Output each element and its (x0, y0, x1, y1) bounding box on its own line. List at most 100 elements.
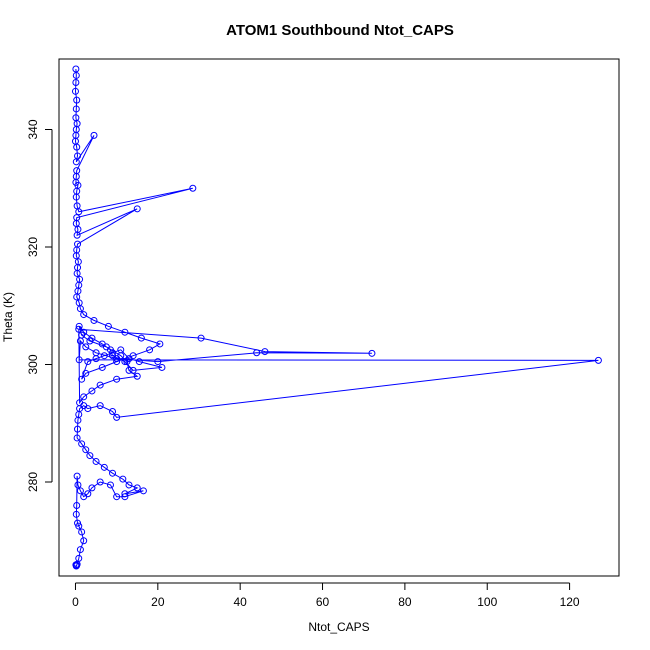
data-point (197, 334, 205, 342)
data-point (113, 413, 121, 421)
series-line (74, 68, 599, 568)
data-point (72, 561, 80, 569)
data-point (84, 358, 92, 366)
data-point (96, 478, 104, 486)
data-point (73, 293, 81, 301)
data-point (74, 416, 82, 424)
data-point (92, 349, 100, 357)
data-point (73, 472, 81, 480)
data-point (73, 502, 81, 509)
data-point (72, 193, 80, 201)
data-point (109, 469, 117, 477)
data-point (73, 143, 81, 151)
data-point (92, 457, 100, 465)
x-tick-label: 0 (72, 595, 79, 609)
x-tick-label: 120 (560, 595, 580, 609)
data-point (74, 481, 82, 489)
data-point (135, 358, 143, 366)
data-point (82, 369, 90, 377)
data-point (73, 434, 81, 442)
data-point (121, 490, 129, 498)
data-point (189, 184, 197, 192)
data-point (73, 269, 81, 277)
data-point (75, 356, 83, 364)
data-point (261, 348, 269, 356)
data-point (100, 463, 108, 471)
data-point (86, 452, 94, 460)
data-point (100, 352, 108, 360)
data-point (71, 87, 79, 95)
data-point (76, 337, 84, 345)
data-point (129, 366, 137, 374)
plot-frame (58, 58, 620, 577)
data-point (125, 481, 133, 489)
data-point (121, 328, 129, 336)
chart-title: ATOM1 Southbound Ntot_CAPS (226, 22, 454, 39)
data-point (158, 363, 166, 371)
data-point (139, 487, 147, 495)
data-point (104, 322, 112, 330)
data-point (123, 358, 131, 366)
data-point (74, 425, 82, 433)
data-point (113, 375, 121, 383)
x-tick-label: 100 (477, 595, 497, 609)
data-point (133, 205, 141, 213)
data-point (78, 528, 86, 536)
data-point (137, 334, 145, 342)
y-axis-label: Theta (K) (1, 292, 15, 342)
data-point (96, 402, 104, 410)
data-point (78, 375, 86, 383)
data-point (119, 475, 127, 483)
x-tick-label: 40 (233, 595, 247, 609)
data-point (86, 337, 94, 345)
data-point (72, 510, 80, 518)
data-point (90, 131, 98, 139)
y-tick-label: 320 (26, 237, 40, 257)
data-point (80, 393, 88, 401)
data-point (72, 252, 80, 260)
y-tick-label: 280 (26, 472, 40, 492)
data-point (113, 358, 121, 366)
data-point (133, 372, 141, 380)
data-point (88, 387, 96, 395)
data-point (109, 408, 117, 415)
data-point (88, 484, 96, 492)
y-tick-label: 300 (26, 354, 40, 374)
data-point (72, 158, 80, 166)
x-tick-label: 80 (398, 595, 412, 609)
data-point (594, 356, 602, 364)
data-point (368, 349, 376, 357)
data-point (75, 322, 83, 330)
data-point (113, 355, 121, 363)
data-point (76, 546, 84, 554)
data-point (121, 358, 129, 366)
data-point (156, 340, 164, 348)
data-point (80, 493, 88, 501)
data-point (73, 96, 81, 104)
data-point (154, 358, 162, 366)
data-point (76, 487, 84, 495)
data-point (75, 325, 83, 333)
data-point (82, 446, 90, 454)
data-point (90, 316, 98, 324)
data-point (82, 343, 90, 351)
y-tick-label: 340 (26, 119, 40, 139)
data-point (72, 105, 80, 113)
x-tick-label: 20 (151, 595, 165, 609)
x-axis: 0 20 40 60 80 100 120 (72, 582, 580, 609)
data-point (72, 71, 80, 79)
x-tick-label: 60 (316, 595, 330, 609)
data-point (121, 493, 129, 501)
data-point (133, 484, 141, 492)
data-point (80, 311, 88, 319)
data-point (78, 440, 86, 448)
data-point (75, 522, 83, 530)
series-layer (71, 65, 602, 570)
data-point (106, 481, 114, 489)
data-point (253, 349, 261, 357)
y-axis: 280 300 320 340 (26, 119, 53, 492)
data-point (113, 493, 121, 501)
x-axis-label: Ntot_CAPS (308, 620, 369, 634)
data-point (102, 343, 110, 351)
